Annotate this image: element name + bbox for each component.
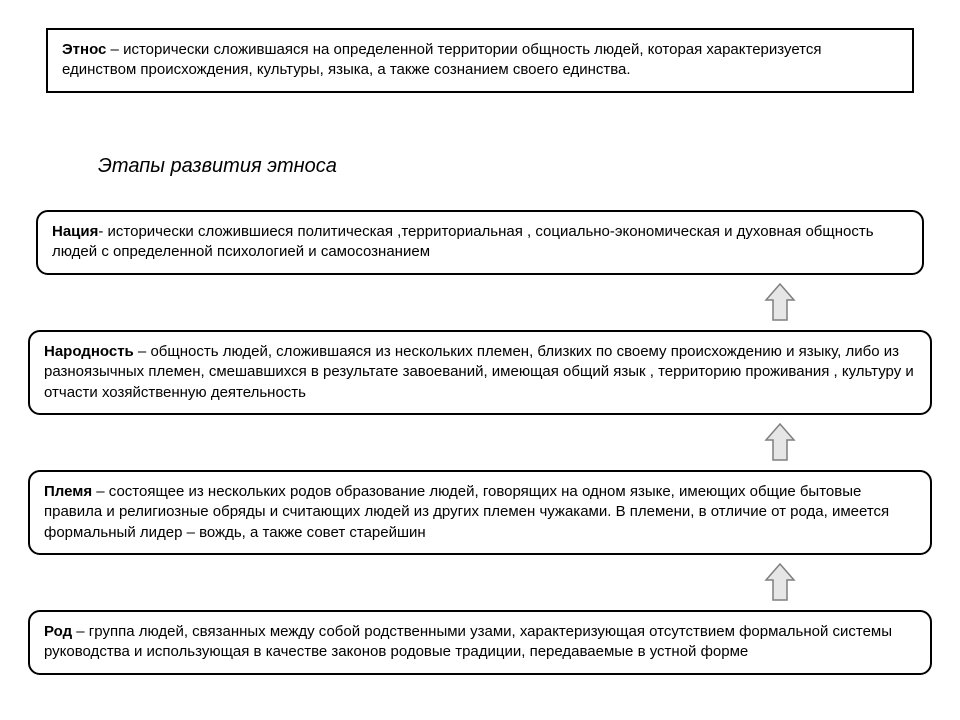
term-tribe: Племя: [44, 483, 92, 500]
arrow-up-icon: [760, 562, 800, 602]
text-nationality: – общность людей, сложившаяся из несколь…: [44, 343, 914, 401]
term-nation: Нация: [52, 223, 98, 240]
definition-box-ethnos: Этнос – исторически сложившаяся на опред…: [46, 28, 914, 93]
diagram-canvas: Этнос – исторически сложившаяся на опред…: [0, 0, 960, 720]
arrow-up-icon: [760, 422, 800, 462]
section-heading: Этапы развития этноса: [98, 155, 337, 178]
arrow-up-icon: [760, 282, 800, 322]
stage-box-clan: Род – группа людей, связанных между собо…: [28, 610, 932, 675]
text-nation: - исторически сложившиеся политическая ,…: [52, 223, 874, 260]
text-ethnos: – исторически сложившаяся на определенно…: [62, 41, 821, 78]
term-clan: Род: [44, 623, 72, 640]
term-ethnos: Этнос: [62, 41, 106, 58]
stage-box-nation: Нация- исторически сложившиеся политичес…: [36, 210, 924, 275]
text-clan: – группа людей, связанных между собой ро…: [44, 623, 892, 660]
stage-box-tribe: Племя – состоящее из нескольких родов об…: [28, 470, 932, 555]
term-nationality: Народность: [44, 343, 134, 360]
stage-box-nationality: Народность – общность людей, сложившаяся…: [28, 330, 932, 415]
text-tribe: – состоящее из нескольких родов образова…: [44, 483, 889, 541]
